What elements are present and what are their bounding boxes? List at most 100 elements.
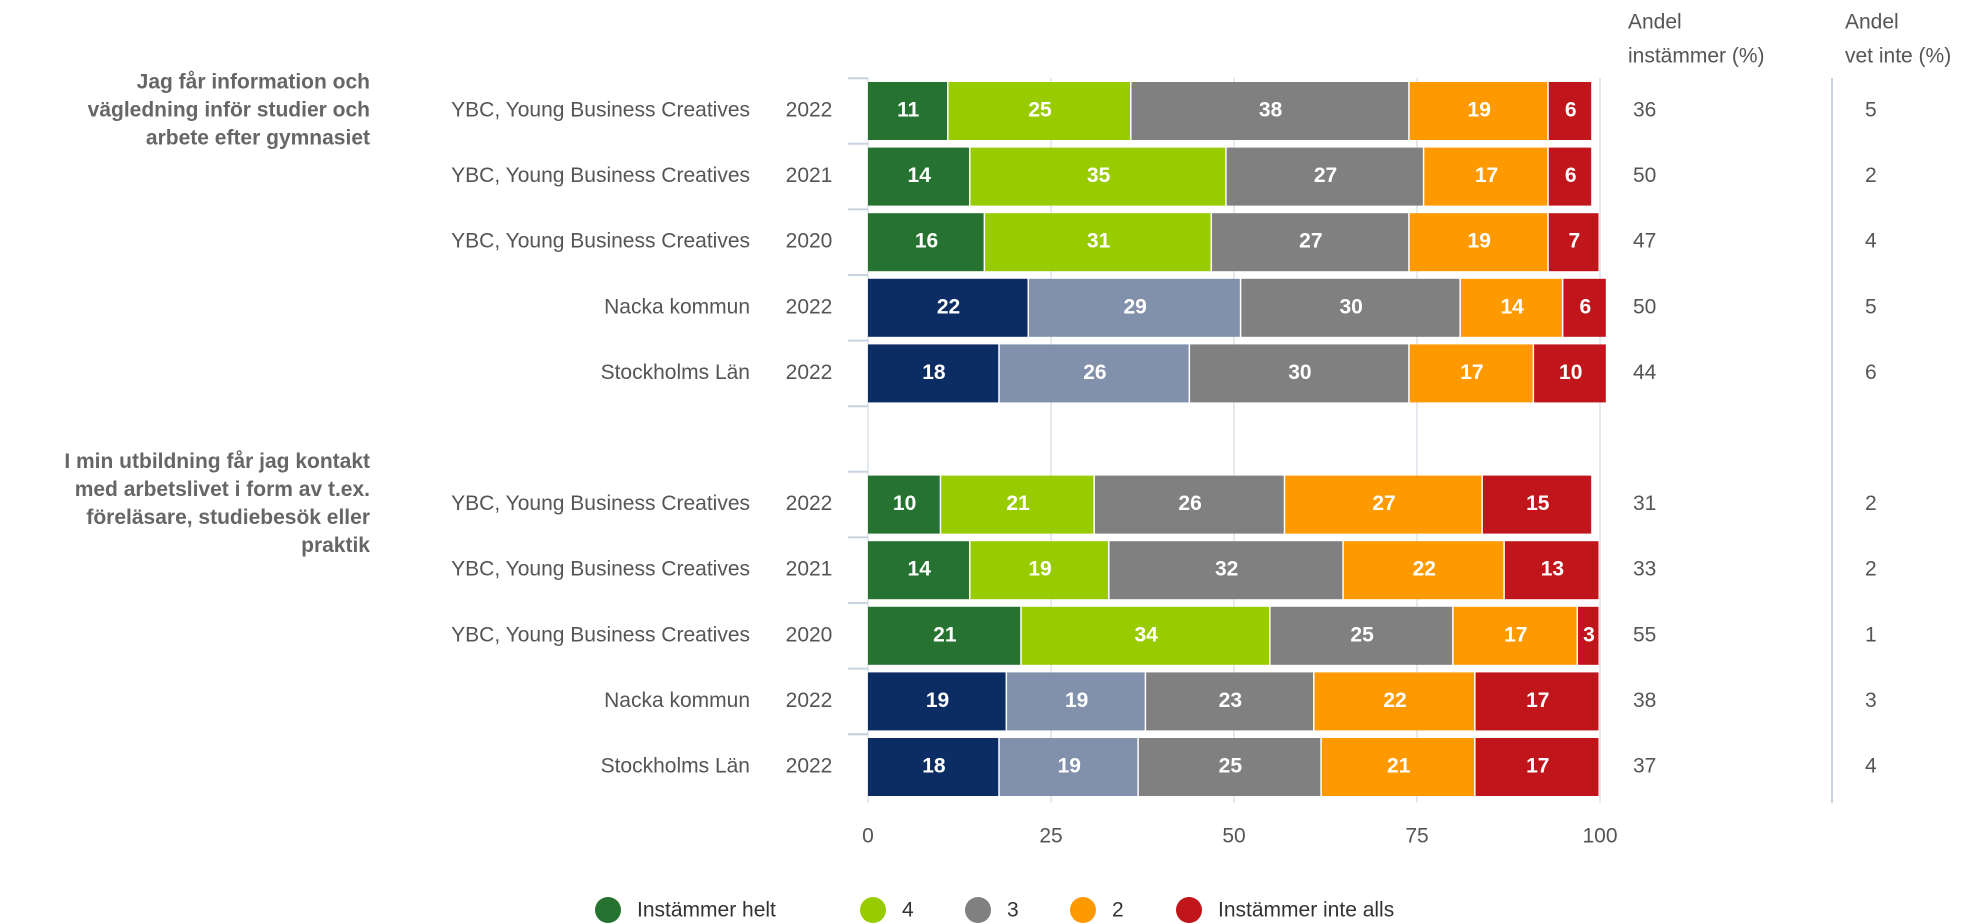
segment-label: 32 xyxy=(1215,558,1238,581)
bar-segment xyxy=(999,344,1189,403)
bar-segment xyxy=(1475,738,1599,796)
segment-label: 25 xyxy=(1350,623,1374,646)
dont-know-value: 2 xyxy=(1865,164,1877,187)
segment-label: 21 xyxy=(1006,492,1030,515)
bar-segment xyxy=(868,606,1021,665)
segment-label: 19 xyxy=(1468,99,1491,122)
row-label: YBC, Young Business Creatives xyxy=(451,623,750,646)
bar-segment xyxy=(868,344,999,403)
segment-label: 17 xyxy=(1504,623,1527,646)
bar-segment xyxy=(1212,213,1409,272)
bar-segment xyxy=(1094,475,1284,534)
agree-value: 55 xyxy=(1633,623,1656,646)
segment-label: 25 xyxy=(1219,755,1243,778)
group-title: med arbetslivet i form av t.ex. xyxy=(75,478,370,501)
segment-label: 6 xyxy=(1580,295,1592,318)
bar-segment xyxy=(948,82,1131,140)
bar-segment xyxy=(868,213,984,272)
segment-label: 19 xyxy=(1065,689,1088,712)
agree-value: 44 xyxy=(1633,361,1657,384)
group-title: föreläsare, studiebesök eller xyxy=(86,506,370,529)
bar-segment xyxy=(868,278,1028,337)
bar-segment xyxy=(1460,278,1562,337)
bar-segment xyxy=(868,672,1006,731)
bar-segment xyxy=(970,541,1109,600)
segment-label: 19 xyxy=(1468,230,1491,253)
segment-label: 7 xyxy=(1569,230,1581,253)
bar-segment xyxy=(1504,541,1599,600)
dont-know-value: 2 xyxy=(1865,492,1877,515)
row-year: 2022 xyxy=(786,689,833,712)
segment-label: 35 xyxy=(1087,164,1111,187)
segment-label: 31 xyxy=(1087,230,1111,253)
row-year: 2022 xyxy=(786,492,833,515)
agree-value: 47 xyxy=(1633,230,1656,253)
row-label: YBC, Young Business Creatives xyxy=(451,99,750,122)
bar-segment xyxy=(1321,738,1475,796)
bar-segment xyxy=(868,738,999,796)
dont-know-value: 4 xyxy=(1865,230,1877,253)
legend-marker xyxy=(965,897,991,923)
segment-label: 30 xyxy=(1339,295,1362,318)
segment-label: 18 xyxy=(922,361,946,384)
row-label: YBC, Young Business Creatives xyxy=(451,558,750,581)
x-tick-label: 0 xyxy=(862,825,874,848)
bar-segment xyxy=(1578,606,1599,665)
agree-value: 37 xyxy=(1633,755,1656,778)
legend-label: Instämmer helt xyxy=(637,899,776,922)
row-label: YBC, Young Business Creatives xyxy=(451,492,750,515)
legend-label: 2 xyxy=(1112,899,1124,922)
bar-segment xyxy=(999,738,1138,796)
segment-label: 16 xyxy=(915,230,938,253)
segment-label: 14 xyxy=(1500,295,1524,318)
segment-label: 18 xyxy=(922,755,946,778)
column-header: Andel xyxy=(1628,11,1682,34)
row-label: Stockholms Län xyxy=(601,361,750,384)
bar-segment xyxy=(1343,541,1504,600)
bar-segment xyxy=(1109,541,1343,600)
segment-label: 6 xyxy=(1565,164,1577,187)
segment-label: 29 xyxy=(1124,295,1147,318)
agree-value: 50 xyxy=(1633,164,1656,187)
bar-segment xyxy=(1138,738,1321,796)
bar-segment xyxy=(1475,672,1599,731)
bar-segment xyxy=(868,147,969,206)
bar-segment xyxy=(1285,475,1482,534)
row-label: Stockholms Län xyxy=(601,755,750,778)
row-label: Nacka kommun xyxy=(604,295,750,318)
x-tick-label: 100 xyxy=(1582,825,1617,848)
agree-value: 38 xyxy=(1633,689,1656,712)
row-year: 2021 xyxy=(786,558,833,581)
row-year: 2020 xyxy=(786,230,833,253)
segment-label: 26 xyxy=(1083,361,1106,384)
segment-label: 3 xyxy=(1583,623,1595,646)
bar-segment xyxy=(868,541,969,600)
legend-marker xyxy=(860,897,886,923)
agree-value: 31 xyxy=(1633,492,1656,515)
bar-segment xyxy=(1021,606,1270,665)
segment-label: 27 xyxy=(1299,230,1322,253)
x-tick-label: 25 xyxy=(1039,825,1062,848)
bar-segment xyxy=(1314,672,1475,731)
segment-label: 25 xyxy=(1028,99,1052,122)
row-label: Nacka kommun xyxy=(604,689,750,712)
segment-label: 26 xyxy=(1178,492,1201,515)
bar-segment xyxy=(1226,147,1423,206)
row-year: 2021 xyxy=(786,164,833,187)
segment-label: 27 xyxy=(1372,492,1395,515)
bar-segment xyxy=(1548,147,1592,206)
bar-segment xyxy=(1007,672,1145,731)
group-title: vägledning inför studier och xyxy=(88,99,370,122)
bar-segment xyxy=(1548,213,1599,272)
segment-label: 11 xyxy=(897,99,920,122)
segment-label: 6 xyxy=(1565,99,1577,122)
bar-segment xyxy=(941,475,1094,534)
bar-segment xyxy=(1409,82,1548,140)
bar-segment xyxy=(1409,344,1533,403)
bar-segment xyxy=(1190,344,1409,403)
segment-label: 19 xyxy=(1058,755,1081,778)
bar-segment xyxy=(1029,278,1240,337)
bar-segment xyxy=(868,82,948,140)
segment-label: 17 xyxy=(1526,755,1549,778)
